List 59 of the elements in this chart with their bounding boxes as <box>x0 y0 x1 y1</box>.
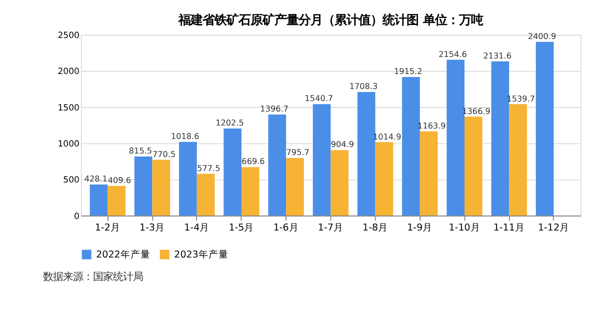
bar <box>108 186 126 216</box>
bar <box>152 160 170 216</box>
bar <box>464 116 482 216</box>
y-tick-label: 500 <box>63 176 80 186</box>
data-label: 1915.2 <box>394 66 422 76</box>
bar <box>491 61 510 216</box>
data-label: 1708.3 <box>349 81 378 92</box>
bar <box>90 184 108 216</box>
y-tick-label: 0 <box>74 212 80 222</box>
x-tick-label: 1-4月 <box>184 222 210 234</box>
bar <box>509 104 527 216</box>
data-label: 2131.6 <box>483 50 512 60</box>
x-tick-label: 1-7月 <box>318 222 344 234</box>
x-tick-label: 1-8月 <box>362 222 388 234</box>
bar <box>536 42 554 216</box>
bar <box>179 142 197 216</box>
data-label: 2154.6 <box>438 48 467 59</box>
data-label: 1396.7 <box>260 104 288 114</box>
data-label: 770.5 <box>152 148 176 159</box>
data-label: 1202.5 <box>216 118 244 128</box>
bar <box>241 167 260 216</box>
bar <box>134 156 152 216</box>
x-tick-label: 1-2月 <box>94 222 120 234</box>
bar <box>402 77 420 216</box>
data-label: 577.5 <box>197 162 220 173</box>
data-label: 795.7 <box>286 147 310 158</box>
bar <box>420 131 438 216</box>
bar <box>330 150 349 216</box>
y-tick-label: 2500 <box>58 31 80 42</box>
bar <box>312 104 331 216</box>
data-label: 904.9 <box>330 139 354 150</box>
y-tick-label: 1000 <box>58 140 80 150</box>
data-label: 669.6 <box>242 156 265 166</box>
data-label: 2400.9 <box>528 31 556 42</box>
bar <box>375 142 394 216</box>
bar <box>446 60 465 216</box>
data-label: 1540.7 <box>304 93 334 104</box>
x-tick-label: 1-3月 <box>139 222 166 234</box>
x-tick-label: 1-9月 <box>407 222 433 234</box>
legend-label: 2022年产量 <box>96 248 150 260</box>
x-tick-label: 1-6月 <box>273 222 299 234</box>
x-tick-label: 1-12月 <box>538 222 570 234</box>
x-tick-label: 1-10月 <box>448 222 480 234</box>
data-label: 409.6 <box>108 175 131 186</box>
bar <box>357 92 376 216</box>
bar <box>268 114 286 216</box>
bar <box>196 174 215 216</box>
source-note: 数据来源：国家统计局 <box>42 271 143 284</box>
bar <box>286 158 304 216</box>
x-tick-label: 1-11月 <box>493 222 525 234</box>
data-label: 428.1 <box>84 174 108 184</box>
y-tick-label: 2000 <box>58 67 80 78</box>
legend-label: 2023年产量 <box>174 248 228 260</box>
data-label: 1018.6 <box>170 130 200 141</box>
bar <box>224 128 242 216</box>
x-tick-label: 1-5月 <box>228 222 254 234</box>
y-tick-label: 1500 <box>58 103 80 114</box>
data-label: 815.5 <box>128 146 152 156</box>
chart-title: 福建省铁矿石原矿产量分月（累计值）统计图 单位：万吨 <box>178 13 483 28</box>
